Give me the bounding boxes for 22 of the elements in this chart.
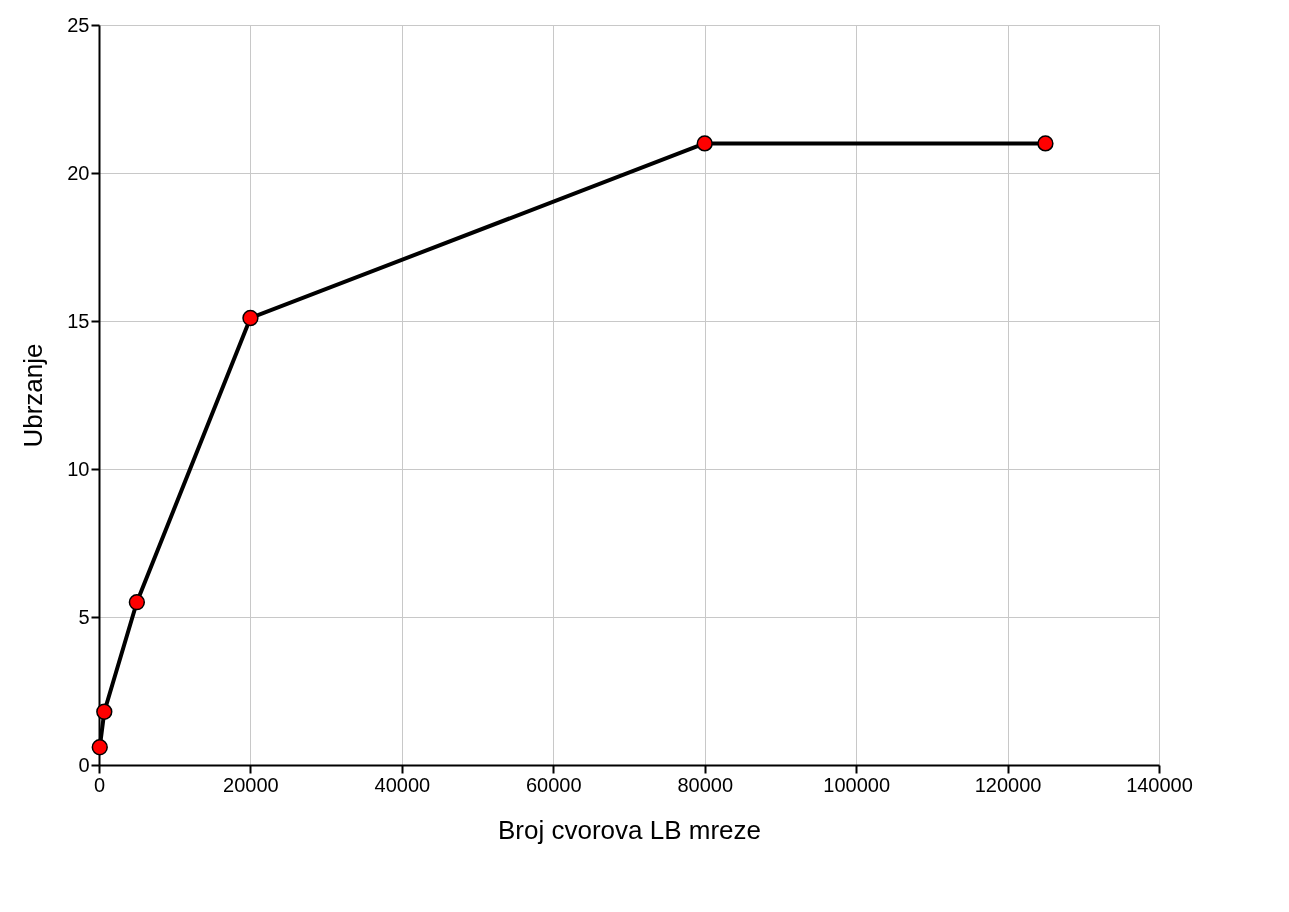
x-tick-label: 120000	[974, 773, 1042, 796]
x-tick-label: 0	[93, 773, 106, 796]
y-tick-label: 10	[67, 457, 90, 480]
x-tick-label: 140000	[1126, 773, 1193, 796]
x-tick-label: 20000	[223, 773, 279, 796]
x-tick-label: 100000	[823, 773, 891, 796]
y-tick-label: 15	[67, 309, 90, 332]
y-axis-title: Ubrzanje	[18, 343, 49, 448]
y-tick-label: 5	[78, 605, 90, 628]
x-tick-label: 40000	[374, 773, 431, 796]
y-tick-label: 0	[78, 753, 90, 776]
point	[128, 594, 146, 611]
y-tick-label: 25	[67, 13, 90, 36]
point	[91, 739, 108, 756]
point	[1037, 135, 1054, 152]
point	[242, 309, 259, 327]
point	[96, 703, 113, 720]
x-tick-label: 80000	[677, 773, 734, 796]
point	[696, 135, 713, 152]
x-axis-title: Broj cvorova LB mreze	[498, 814, 761, 845]
y-tick-label: 20	[67, 161, 90, 184]
x-tick-label: 60000	[525, 773, 582, 796]
